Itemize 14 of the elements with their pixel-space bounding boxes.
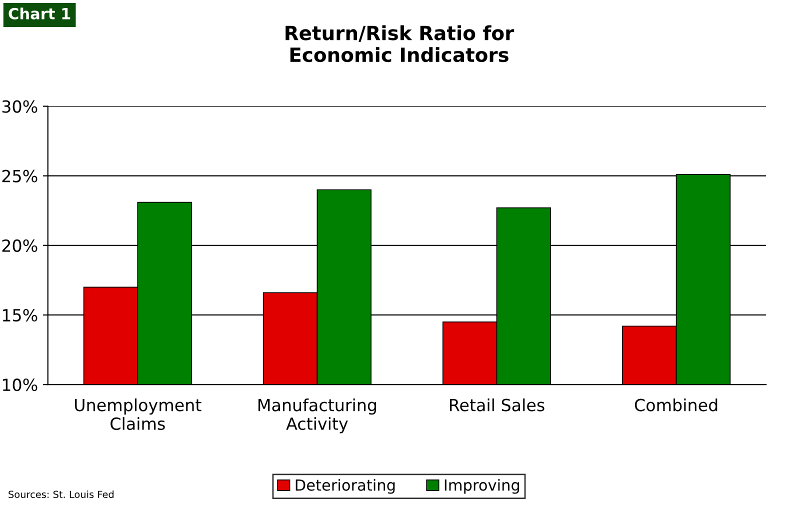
y-tick-label: 15% [2, 308, 38, 322]
x-tick-label: Manufacturing Activity [258, 398, 376, 434]
legend-label: Deteriorating [296, 478, 395, 494]
x-tick-label: Retail Sales [450, 398, 544, 412]
x-tick-label: Unemployment Claims [75, 398, 202, 430]
y-tick-label: 30% [2, 100, 38, 113]
legend-label: Improving [444, 478, 520, 494]
y-tick-label: 25% [2, 170, 38, 182]
y-tick-label: 10% [2, 378, 38, 392]
caption: Chart 1 [8, 8, 70, 20]
source-note: Sources: St. Louis Fed [8, 490, 114, 498]
chart-title: Return/Risk Ratio for Economic Indicators [286, 25, 514, 62]
x-tick-label: Combined [634, 398, 718, 412]
y-tick-label: 20% [2, 239, 38, 252]
